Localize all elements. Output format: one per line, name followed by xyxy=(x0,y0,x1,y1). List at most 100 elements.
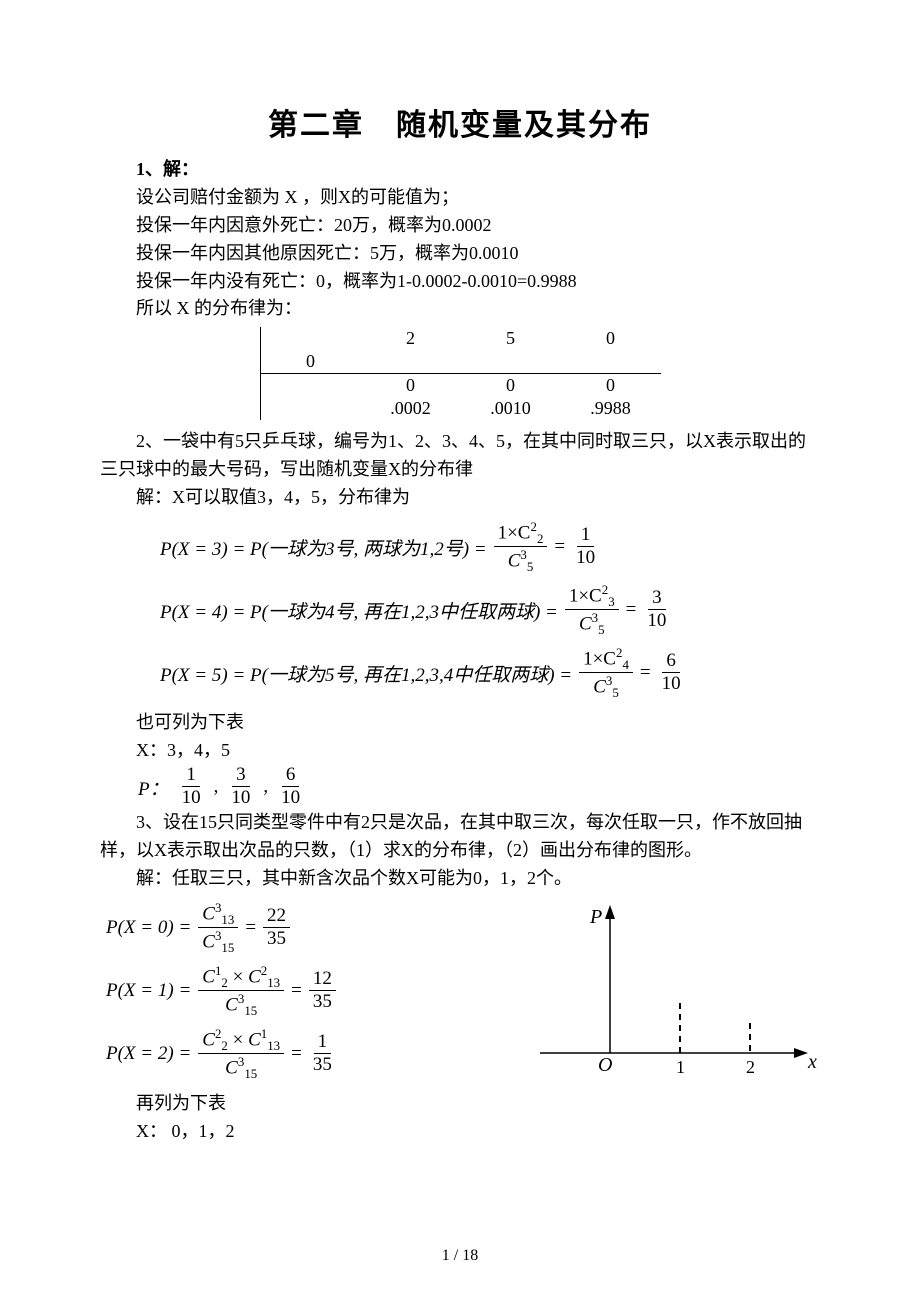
fraction: 1×C23 C35 xyxy=(565,583,619,638)
axis-tick-1: 1 xyxy=(676,1057,685,1077)
num: 12 xyxy=(309,969,336,991)
cell: 0 xyxy=(561,327,661,350)
p2-eq2: P(X = 4) = P(一球为4号, 再在1,2,3中任取两球) = 1×C2… xyxy=(160,583,820,638)
eq-lhs: P(X = 2) = xyxy=(106,1043,191,1065)
den: 35 xyxy=(309,991,336,1014)
cell: .0002 xyxy=(361,397,461,420)
cell: 0 xyxy=(461,374,561,398)
sub: 2 xyxy=(537,531,543,546)
p3-again: 再列为下表 xyxy=(136,1090,500,1118)
cell xyxy=(260,374,361,398)
p1-line4: 投保一年内没有死亡：0，概率为1-0.0002-0.0010=0.9988 xyxy=(100,268,820,296)
cell xyxy=(561,350,661,374)
eq-lhs: P(X = 1) = xyxy=(106,980,191,1002)
p2-plist: P： 110, 310, 610 xyxy=(138,765,820,810)
p-label: P： xyxy=(138,774,169,801)
equals: = xyxy=(640,662,651,684)
sub: 5 xyxy=(598,622,604,637)
p3-xlist: X： 0，1，2 xyxy=(136,1118,500,1146)
p2-eq1: P(X = 3) = P(一球为3号, 两球为1,2号) = 1×C22 C35… xyxy=(160,520,820,575)
cell: .0010 xyxy=(461,397,561,420)
den: 10 xyxy=(658,673,685,696)
axis-tick-2: 2 xyxy=(746,1057,755,1077)
p2-eq3: P(X = 5) = P(一球为5号, 再在1,2,3,4中任取两球) = 1×… xyxy=(160,646,820,701)
sub: 15 xyxy=(244,1066,257,1081)
cell xyxy=(361,350,461,374)
p3-left-column: P(X = 0) = C313 C315 = 2235 P(X = 1) = C… xyxy=(100,893,500,1146)
p1-distribution-table: 2 5 0 0 0 0 0 .0002 .0010 .9988 xyxy=(260,327,661,420)
fraction: 1×C24 C35 xyxy=(579,646,633,701)
p2-question: 2、一袋中有5只乒乓球，编号为1、2、3、4、5，在其中同时取三只，以X表示取出… xyxy=(100,428,820,484)
p1-line3: 投保一年内因其他原因死亡：5万，概率为0.0010 xyxy=(100,240,820,268)
num: 1 xyxy=(577,525,595,547)
cell: 0 xyxy=(260,350,361,374)
den-text: C xyxy=(508,551,521,572)
fraction: 1 10 xyxy=(572,525,599,570)
fraction: C313 C315 xyxy=(198,901,238,956)
sub: 13 xyxy=(267,1038,280,1053)
times: × xyxy=(233,1029,244,1050)
sub: 5 xyxy=(527,559,533,574)
num-text: 1×C xyxy=(498,522,531,543)
equals: = xyxy=(626,599,637,621)
p3-axis-plot: P x O 1 2 xyxy=(520,893,820,1093)
num: 1 xyxy=(182,765,200,787)
c: C xyxy=(202,1029,215,1050)
c: C xyxy=(248,1029,261,1050)
den: 10 xyxy=(643,610,670,633)
p1-line2: 投保一年内因意外死亡：20万，概率为0.0002 xyxy=(100,212,820,240)
c: C xyxy=(248,966,261,987)
cell: 2 xyxy=(361,327,461,350)
eq-lhs: P(X = 3) = P(一球为3号, 两球为1,2号) = xyxy=(160,534,487,561)
eq-lhs: P(X = 0) = xyxy=(106,917,191,939)
page-number: 1 / 18 xyxy=(0,1247,920,1265)
p2-also: 也可列为下表 xyxy=(136,709,820,737)
axis-label-x: x xyxy=(807,1051,817,1073)
sub: 15 xyxy=(244,1003,257,1018)
num: 3 xyxy=(648,588,666,610)
num: 1 xyxy=(314,1032,332,1054)
den: 35 xyxy=(309,1054,336,1077)
p3-eq2: P(X = 2) = C22 × C113 C315 = 135 xyxy=(106,1027,500,1082)
cell: 5 xyxy=(461,327,561,350)
axis-label-p: P xyxy=(589,906,602,928)
p3-eq1: P(X = 1) = C12 × C213 C315 = 1235 xyxy=(106,964,500,1019)
axis-svg: P x O 1 2 xyxy=(520,893,820,1093)
sub: 13 xyxy=(267,975,280,990)
sub: 2 xyxy=(221,975,227,990)
c: C xyxy=(225,995,238,1016)
num: 3 xyxy=(232,765,250,787)
axis-origin: O xyxy=(598,1054,612,1076)
equals: = xyxy=(554,536,565,558)
num: 22 xyxy=(263,906,290,928)
cell xyxy=(260,397,361,420)
sub: 15 xyxy=(221,940,234,955)
page: 第二章 随机变量及其分布 1、解： 设公司赔付金额为 X ，则X的可能值为； 投… xyxy=(0,0,920,1300)
p3-eq0: P(X = 0) = C313 C315 = 2235 xyxy=(106,901,500,956)
p2-solution-lead: 解：X可以取值3，4，5，分布律为 xyxy=(100,484,820,512)
sub: 4 xyxy=(622,657,628,672)
fraction: 1×C22 C35 xyxy=(494,520,548,575)
c: C xyxy=(202,932,215,953)
fraction: C22 × C113 C315 xyxy=(198,1027,284,1082)
num: 6 xyxy=(282,765,300,787)
den: 10 xyxy=(277,787,304,810)
sub: 3 xyxy=(608,594,614,609)
eq-lhs: P(X = 4) = P(一球为4号, 再在1,2,3中任取两球) = xyxy=(160,597,558,624)
p3-solution-lead: 解：任取三只，其中新含次品个数X可能为0，1，2个。 xyxy=(100,865,820,893)
num-text: 1×C xyxy=(583,648,616,669)
equals: = xyxy=(245,917,256,939)
chapter-title: 第二章 随机变量及其分布 xyxy=(100,100,820,144)
sub: 2 xyxy=(221,1038,227,1053)
den-text: C xyxy=(579,614,592,635)
cell xyxy=(260,327,361,350)
num-text: 1×C xyxy=(569,585,602,606)
sub: 5 xyxy=(612,685,618,700)
c: C xyxy=(202,903,215,924)
p3-question: 3、设在15只同类型零件中有2只是次品，在其中取三次，每次任取一只，作不放回抽样… xyxy=(100,809,820,865)
times: × xyxy=(233,966,244,987)
c: C xyxy=(225,1058,238,1079)
equals: = xyxy=(291,1043,302,1065)
p3-two-column: P(X = 0) = C313 C315 = 2235 P(X = 1) = C… xyxy=(100,893,820,1146)
cell: 0 xyxy=(561,374,661,398)
